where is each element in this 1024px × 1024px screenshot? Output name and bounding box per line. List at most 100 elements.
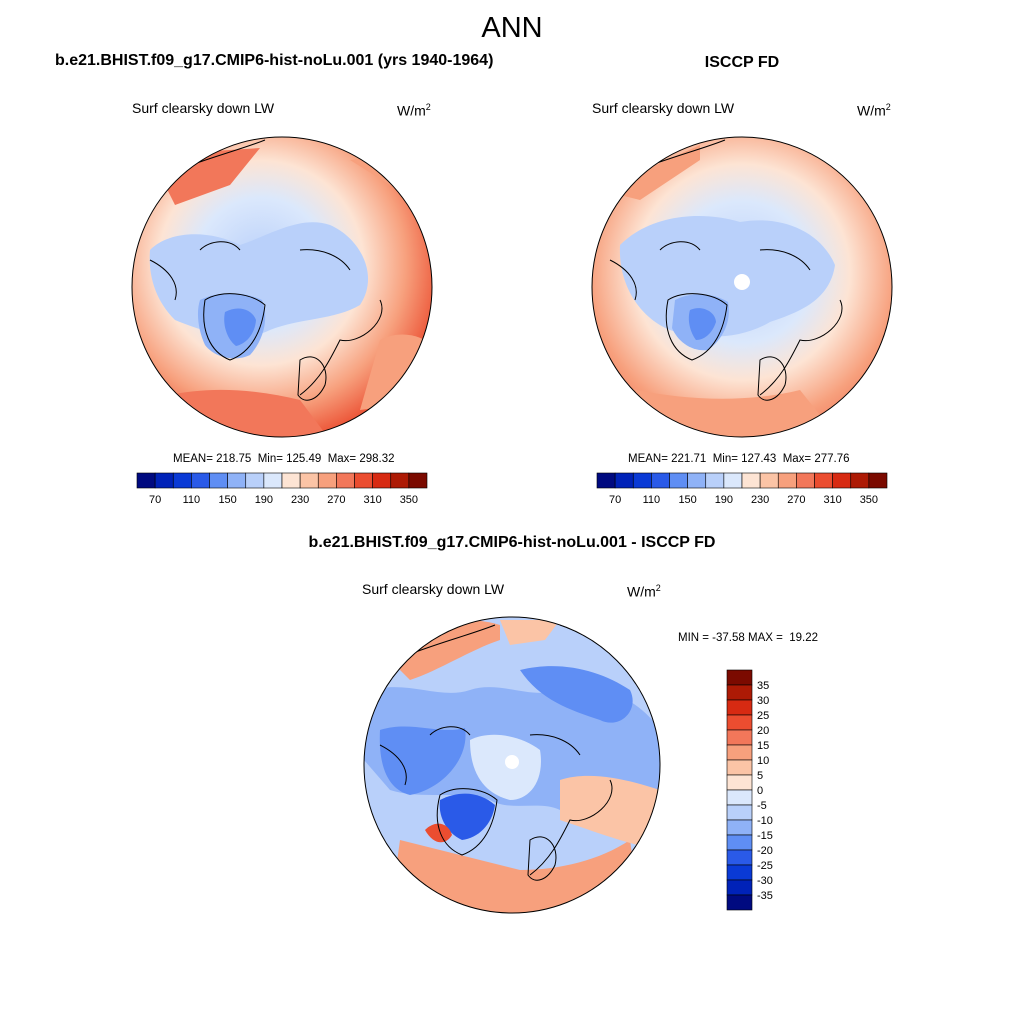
model-colorbar-label: 230	[291, 494, 309, 506]
model-colorbar-box	[191, 472, 210, 489]
diff-colorbar-box	[726, 699, 753, 716]
diff-colorbar-box	[726, 669, 753, 686]
model-colorbar-box	[245, 472, 265, 489]
obs-colorbar-box	[669, 472, 688, 489]
diff-colorbar-box	[726, 804, 753, 821]
model-colorbar-box	[317, 472, 337, 489]
diff-colorbar-box	[726, 774, 753, 791]
obs-colorbar-box	[759, 472, 779, 489]
diff-colorbar-label: 10	[757, 755, 769, 767]
obs-colorbar-box	[596, 472, 616, 489]
diff-colorbar-box	[726, 834, 753, 851]
diff-colorbar-label: 15	[757, 740, 769, 752]
obs-colorbar-box	[651, 472, 670, 489]
model-colorbar-box	[408, 472, 428, 489]
obs-colorbar: 70 110 150 190 230 270 310 350	[596, 472, 888, 506]
model-colorbar-box	[263, 472, 283, 489]
diff-colorbar-label: 0	[757, 785, 763, 797]
model-units: W/m2	[397, 102, 431, 119]
model-variable-label: Surf clearsky down LW	[132, 100, 275, 116]
model-colorbar-label: 270	[327, 494, 345, 506]
model-colorbar-box	[172, 472, 192, 489]
obs-stats: MEAN= 221.71 Min= 127.43 Max= 277.76	[628, 453, 850, 465]
diff-stats: MIN = -37.58 MAX = 19.22	[678, 632, 818, 644]
diff-units: W/m2	[627, 583, 661, 600]
obs-colorbar-box	[777, 472, 797, 489]
model-polar-map	[132, 137, 432, 437]
model-colorbar-box	[209, 472, 228, 489]
diff-colorbar-label: -5	[757, 800, 767, 812]
diff-colorbar: 35 30 25 20 15 10 5 0 -5 -10 -15 -20 -25 -30 -35	[726, 669, 773, 911]
model-panel-title: b.e21.BHIST.f09_g17.CMIP6-hist-noLu.001 …	[55, 52, 494, 69]
model-colorbar-box	[354, 472, 373, 489]
diff-map-border	[363, 616, 661, 914]
figure-title: ANN	[481, 12, 543, 44]
model-colorbar-label: 190	[255, 494, 273, 506]
obs-colorbar-box	[687, 472, 707, 489]
obs-colorbar-box	[850, 472, 870, 489]
obs-colorbar-label: 190	[715, 494, 733, 506]
diff-colorbar-label: -30	[757, 875, 773, 887]
diff-colorbar-box	[726, 789, 753, 806]
model-colorbar-box	[136, 472, 156, 489]
diff-colorbar-label: 30	[757, 695, 769, 707]
obs-colorbar-box	[868, 472, 888, 489]
diff-variable-label: Surf clearsky down LW	[362, 581, 505, 597]
obs-colorbar-box	[796, 472, 815, 489]
model-colorbar-box	[299, 472, 319, 489]
diff-colorbar-box	[726, 819, 753, 836]
obs-colorbar-box	[614, 472, 634, 489]
model-colorbar-box	[154, 472, 174, 489]
model-colorbar-label: 110	[183, 494, 201, 506]
obs-colorbar-box	[705, 472, 725, 489]
obs-panel-title: ISCCP FD	[704, 54, 780, 71]
diff-colorbar-label: -35	[757, 890, 773, 902]
obs-colorbar-label: 270	[787, 494, 805, 506]
model-stats: MEAN= 218.75 Min= 125.49 Max= 298.32	[173, 453, 395, 465]
diff-colorbar-label: -20	[757, 845, 773, 857]
model-colorbar-label: 310	[363, 494, 381, 506]
obs-units: W/m2	[857, 102, 891, 119]
diff-colorbar-box	[726, 879, 753, 896]
model-colorbar-label: 150	[218, 494, 236, 506]
obs-colorbar-box	[832, 472, 852, 489]
obs-colorbar-box	[632, 472, 652, 489]
diff-colorbar-label: -25	[757, 860, 773, 872]
obs-colorbar-box	[741, 472, 761, 489]
diff-colorbar-box	[726, 729, 753, 746]
diff-colorbar-label: 25	[757, 710, 769, 722]
diff-colorbar-label: 20	[757, 725, 769, 737]
model-colorbar-box	[227, 472, 247, 489]
diff-colorbar-label: -10	[757, 815, 773, 827]
model-colorbar-box	[372, 472, 392, 489]
model-colorbar-label: 350	[400, 494, 418, 506]
obs-map-border	[591, 136, 893, 438]
obs-colorbar-label: 350	[860, 494, 878, 506]
diff-colorbar-box	[726, 864, 753, 881]
diff-colorbar-box	[726, 744, 753, 761]
diff-panel-title: b.e21.BHIST.f09_g17.CMIP6-hist-noLu.001 …	[308, 534, 716, 551]
diff-colorbar-label: -15	[757, 830, 773, 842]
diff-colorbar-label: 5	[757, 770, 763, 782]
obs-colorbar-box	[814, 472, 833, 489]
obs-colorbar-label: 70	[609, 494, 621, 506]
diff-colorbar-box	[726, 849, 753, 866]
model-colorbar-box	[336, 472, 355, 489]
model-colorbar: 70 110 150 190 230 270 310 350	[136, 472, 428, 506]
obs-colorbar-label: 150	[678, 494, 696, 506]
obs-variable-label: Surf clearsky down LW	[592, 100, 735, 116]
diff-polar-map	[364, 617, 660, 913]
obs-colorbar-box	[723, 472, 743, 489]
obs-colorbar-label: 230	[751, 494, 769, 506]
diff-colorbar-label: 35	[757, 680, 769, 692]
diff-colorbar-box	[726, 684, 753, 701]
model-colorbar-box	[390, 472, 410, 489]
diff-colorbar-box	[726, 714, 753, 731]
model-colorbar-box	[281, 472, 301, 489]
model-map-border	[131, 136, 433, 438]
model-colorbar-label: 70	[149, 494, 161, 506]
obs-colorbar-label: 310	[823, 494, 841, 506]
obs-colorbar-label: 110	[643, 494, 661, 506]
diff-colorbar-box	[726, 894, 753, 911]
